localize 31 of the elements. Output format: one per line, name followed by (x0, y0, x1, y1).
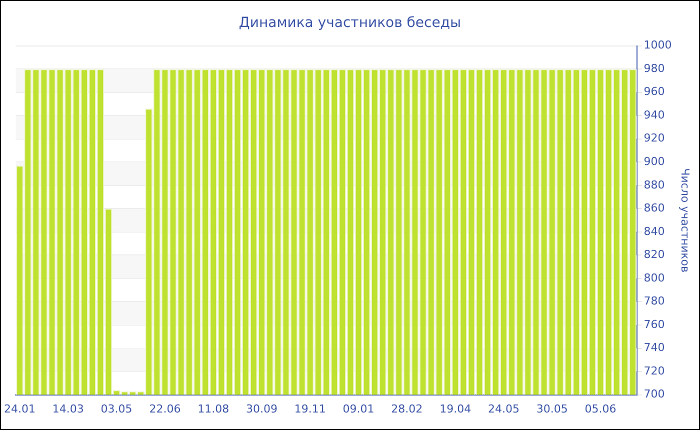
y-tick-label: 740 (644, 341, 665, 354)
x-tick-label: 11.08 (198, 402, 230, 416)
y-axis-title: Число участников (678, 168, 692, 273)
x-tick-label: 24.05 (488, 402, 520, 416)
y-tick-label: 760 (644, 318, 665, 331)
y-tick-label: 700 (644, 388, 665, 401)
x-tick-label: 28.02 (391, 402, 423, 416)
y-tick-label: 840 (644, 224, 665, 238)
x-tick-label: 19.04 (440, 402, 472, 416)
y-tick-label: 800 (644, 271, 665, 284)
x-tick-label: 14.03 (52, 402, 84, 416)
y-tick-label: 940 (644, 108, 665, 122)
x-tick-label: 09.01 (342, 402, 374, 416)
x-tick-label: 24.01 (4, 402, 36, 416)
y-tick-label: 820 (644, 248, 665, 262)
chart-title: Динамика участников беседы (238, 15, 462, 32)
y-tick-label: 960 (644, 85, 665, 98)
y-tick-label: 720 (644, 364, 665, 378)
y-tick-label: 880 (644, 178, 665, 192)
y-tick-label: 1000 (644, 38, 672, 52)
y-tick-label: 980 (644, 62, 665, 75)
x-tick-label: 05.06 (584, 402, 616, 416)
x-tick-label: 03.05 (100, 402, 132, 416)
y-tick-label: 780 (644, 294, 665, 308)
x-tick-label: 19.11 (294, 402, 326, 416)
x-tick-label: 30.05 (536, 402, 568, 416)
y-tick-label: 860 (644, 202, 665, 215)
x-tick-label: 30.09 (246, 402, 278, 416)
x-tick-label: 22.06 (149, 402, 181, 416)
y-tick-label: 920 (644, 132, 665, 145)
y-tick-label: 900 (644, 154, 665, 168)
